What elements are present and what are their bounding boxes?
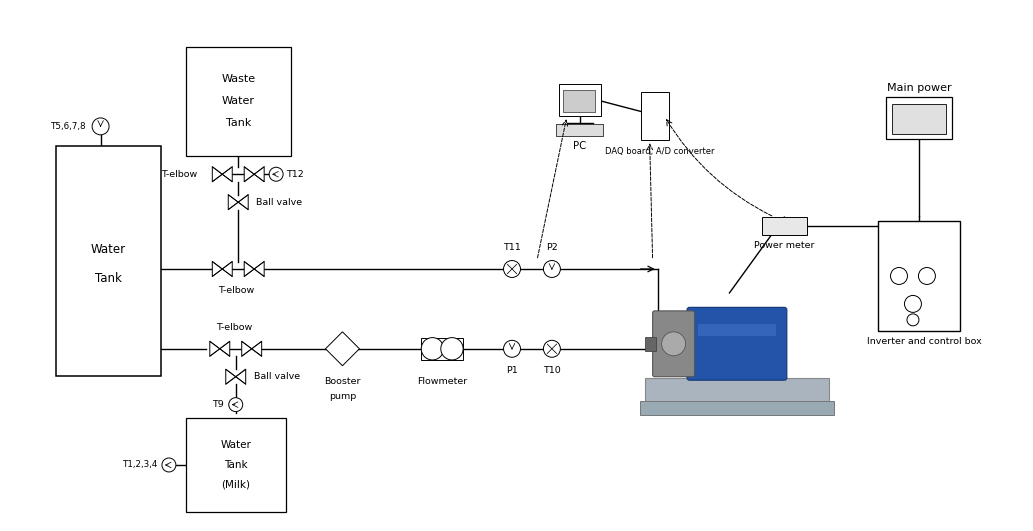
Text: Tank: Tank (224, 460, 248, 470)
Polygon shape (244, 261, 254, 277)
Text: T1,2,3,4: T1,2,3,4 (122, 460, 157, 469)
Text: PC: PC (573, 141, 587, 151)
Circle shape (421, 338, 443, 360)
Text: pump: pump (328, 392, 356, 401)
Text: Water: Water (91, 243, 126, 255)
Text: T5,6,7,8: T5,6,7,8 (50, 122, 86, 131)
Bar (762, 217, 807, 235)
Bar (640, 92, 668, 140)
Circle shape (905, 295, 921, 312)
Bar (645, 337, 656, 351)
Bar (697, 324, 777, 336)
Bar (886, 98, 951, 139)
Bar (186, 417, 285, 512)
Text: T-elbow: T-elbow (161, 170, 197, 179)
Circle shape (270, 167, 283, 181)
Circle shape (441, 338, 463, 360)
Circle shape (228, 398, 243, 412)
Bar (56, 147, 161, 376)
Text: T12: T12 (286, 170, 304, 179)
Text: T11: T11 (503, 243, 521, 252)
Polygon shape (226, 369, 236, 384)
Circle shape (503, 261, 521, 278)
Bar (893, 105, 946, 134)
Circle shape (918, 268, 936, 285)
FancyBboxPatch shape (653, 311, 694, 376)
Polygon shape (228, 195, 239, 210)
FancyBboxPatch shape (687, 307, 787, 380)
Circle shape (503, 340, 521, 357)
Polygon shape (210, 341, 220, 356)
Text: Tank: Tank (95, 272, 122, 286)
Text: T9: T9 (212, 400, 224, 409)
Text: P2: P2 (546, 243, 558, 252)
Text: Flowmeter: Flowmeter (417, 376, 467, 386)
Circle shape (162, 458, 176, 472)
Bar (563, 90, 595, 113)
Polygon shape (244, 167, 254, 182)
Polygon shape (222, 261, 232, 277)
Polygon shape (236, 369, 246, 384)
Polygon shape (252, 341, 261, 356)
Text: (Milk): (Milk) (221, 480, 250, 490)
Polygon shape (213, 261, 222, 277)
Circle shape (543, 340, 560, 357)
Text: Ball valve: Ball valve (256, 198, 303, 207)
Polygon shape (242, 341, 252, 356)
Polygon shape (213, 167, 222, 182)
Text: Power meter: Power meter (754, 241, 815, 250)
Polygon shape (254, 167, 264, 182)
Text: P1: P1 (506, 366, 518, 375)
Text: T10: T10 (543, 366, 561, 375)
Text: DAQ board, A/D converter: DAQ board, A/D converter (605, 147, 715, 156)
Bar (645, 378, 829, 402)
Bar (559, 84, 601, 116)
Circle shape (543, 261, 560, 278)
Circle shape (890, 268, 907, 285)
Text: Waste: Waste (221, 74, 255, 84)
Text: T-elbow: T-elbow (216, 323, 252, 332)
Circle shape (92, 118, 109, 135)
Bar (556, 124, 603, 136)
Polygon shape (325, 332, 359, 366)
Circle shape (661, 332, 686, 356)
Text: Water: Water (220, 440, 251, 450)
Text: Inverter and control box: Inverter and control box (867, 337, 981, 346)
Polygon shape (220, 341, 229, 356)
Bar (186, 47, 290, 156)
Bar (421, 338, 463, 360)
Text: Tank: Tank (225, 118, 251, 129)
Bar (878, 221, 960, 331)
Text: Booster: Booster (324, 376, 361, 386)
Polygon shape (222, 167, 232, 182)
Text: Water: Water (222, 97, 255, 106)
Text: Ball valve: Ball valve (254, 372, 300, 381)
Text: T-elbow: T-elbow (218, 286, 254, 295)
Circle shape (907, 314, 919, 326)
Text: Main power: Main power (886, 83, 951, 93)
Bar (639, 401, 835, 415)
Polygon shape (254, 261, 264, 277)
Polygon shape (239, 195, 248, 210)
